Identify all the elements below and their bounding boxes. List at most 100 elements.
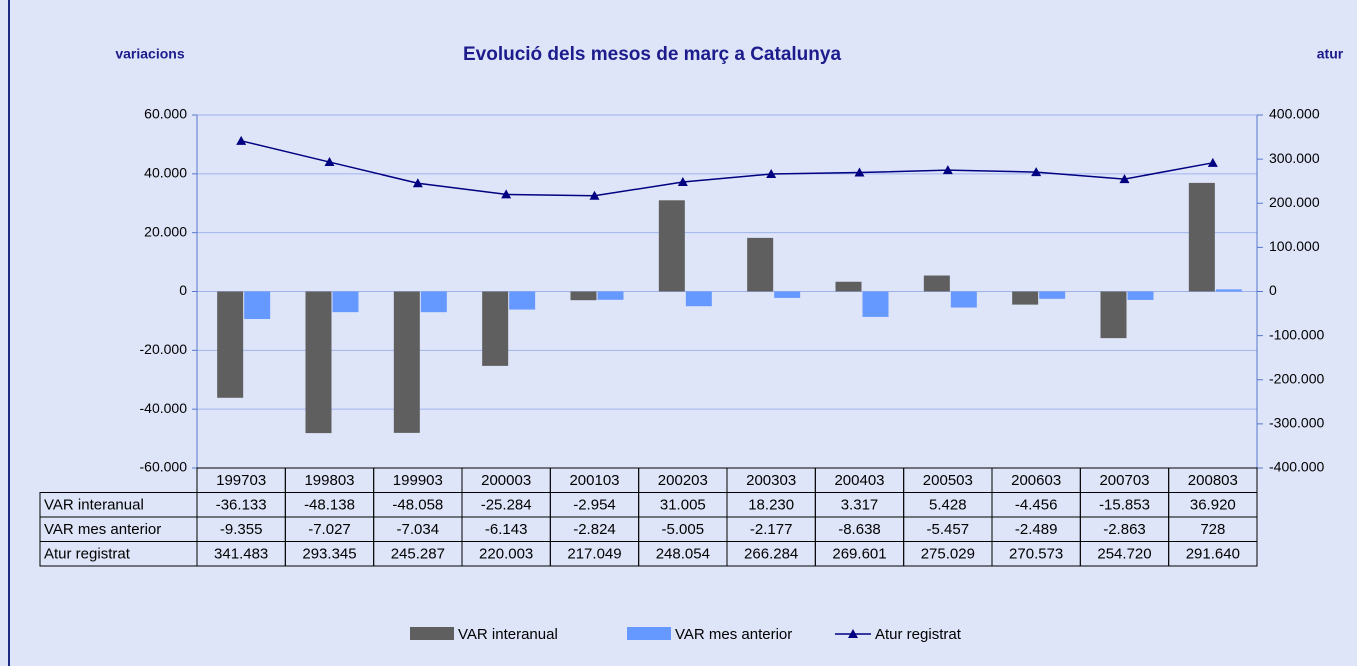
y2-tick-label: -200.000 (1269, 370, 1324, 386)
table-value: 248.054 (656, 546, 710, 563)
y2-tick-label: -100.000 (1269, 326, 1324, 342)
bar (305, 291, 332, 434)
line-marker (324, 157, 335, 167)
x-tick-label: 199703 (216, 472, 266, 489)
y-tick-label: 40.000 (144, 165, 187, 181)
table-value: -5.457 (927, 521, 970, 538)
table-value: -8.638 (838, 521, 881, 538)
table-value: 291.640 (1186, 546, 1240, 563)
x-tick-label: 200403 (834, 472, 884, 489)
table-value: 18.230 (748, 497, 794, 514)
bar (1100, 291, 1127, 339)
table-row-label: Atur registrat (44, 546, 131, 563)
table-value: 254.720 (1097, 546, 1151, 563)
bar (685, 291, 712, 307)
table-value: 293.345 (302, 546, 356, 563)
table-value: -25.284 (481, 497, 532, 514)
table-value: 341.483 (214, 546, 268, 563)
table-value: -9.355 (220, 521, 263, 538)
table-value: 3.317 (841, 497, 879, 514)
bar (923, 275, 950, 292)
line-marker (1119, 174, 1130, 184)
table-value: -2.177 (750, 521, 793, 538)
x-tick-label: 200803 (1188, 472, 1238, 489)
bar (509, 291, 536, 310)
y-tick-label: 20.000 (144, 223, 187, 239)
bar (597, 291, 624, 300)
table-value: 245.287 (391, 546, 445, 563)
y2-tick-label: -300.000 (1269, 415, 1324, 431)
table-value: -48.058 (392, 497, 443, 514)
line-marker (1031, 167, 1042, 177)
y2-tick-label: 0 (1269, 282, 1277, 298)
line-marker (854, 167, 865, 177)
table-value: 217.049 (567, 546, 621, 563)
line-marker (766, 169, 777, 179)
bar (1012, 291, 1039, 305)
x-tick-label: 200203 (658, 472, 708, 489)
bar (747, 237, 774, 292)
table-value: -36.133 (216, 497, 267, 514)
table-value: 36.920 (1190, 497, 1236, 514)
y-axis-title: variacions (115, 46, 184, 62)
table-value: 728 (1200, 521, 1225, 538)
bar (420, 291, 447, 313)
table-value: 275.029 (921, 546, 975, 563)
line-marker (677, 177, 688, 187)
chart-title: Evolució dels mesos de març a Catalunya (463, 44, 841, 65)
y2-tick-label: 100.000 (1269, 238, 1320, 254)
x-tick-label: 200503 (923, 472, 973, 489)
table-value: 31.005 (660, 497, 706, 514)
line-marker (589, 190, 600, 200)
table-value: 270.573 (1009, 546, 1063, 563)
bar (1188, 182, 1215, 292)
x-tick-label: 199803 (304, 472, 354, 489)
bar (217, 291, 244, 398)
bar (835, 281, 862, 292)
bar (1039, 291, 1066, 299)
table-value: -7.034 (397, 521, 440, 538)
legend-label: VAR interanual (458, 626, 558, 643)
x-tick-label: 200603 (1011, 472, 1061, 489)
y2-tick-label: 200.000 (1269, 194, 1320, 210)
bar (482, 291, 509, 366)
table-value: 220.003 (479, 546, 533, 563)
table-value: -6.143 (485, 521, 528, 538)
y2-tick-label: 300.000 (1269, 150, 1320, 166)
y2-tick-label: -400.000 (1269, 459, 1324, 475)
bar (774, 291, 801, 298)
table-value: 266.284 (744, 546, 798, 563)
line-marker (1207, 157, 1218, 167)
legend-swatch (848, 629, 858, 638)
bar (1215, 289, 1242, 292)
table-value: -7.027 (308, 521, 351, 538)
y2-tick-label: 400.000 (1269, 106, 1320, 122)
line-marker (501, 189, 512, 199)
line-marker (942, 165, 953, 175)
table-value: -4.456 (1015, 497, 1058, 514)
bar (950, 291, 977, 308)
bar (570, 291, 597, 301)
table-value: -15.853 (1099, 497, 1150, 514)
line-marker (236, 135, 247, 145)
y-tick-label: -40.000 (140, 400, 188, 416)
x-tick-label: 200003 (481, 472, 531, 489)
bar (1127, 291, 1154, 300)
table-value: -2.954 (573, 497, 616, 514)
bar (393, 291, 420, 433)
legend-swatch (627, 627, 671, 640)
table-row-label: VAR interanual (44, 497, 144, 514)
legend-label: Atur registrat (875, 626, 962, 643)
y-tick-label: -20.000 (140, 341, 188, 357)
table-value: -2.489 (1015, 521, 1058, 538)
bar (658, 200, 685, 292)
y-tick-label: 0 (179, 282, 187, 298)
bar (862, 291, 889, 317)
x-tick-label: 199903 (393, 472, 443, 489)
bar (332, 291, 359, 313)
x-tick-label: 200103 (569, 472, 619, 489)
legend-label: VAR mes anterior (675, 626, 792, 643)
x-tick-label: 200303 (746, 472, 796, 489)
y-tick-label: -60.000 (140, 459, 188, 475)
